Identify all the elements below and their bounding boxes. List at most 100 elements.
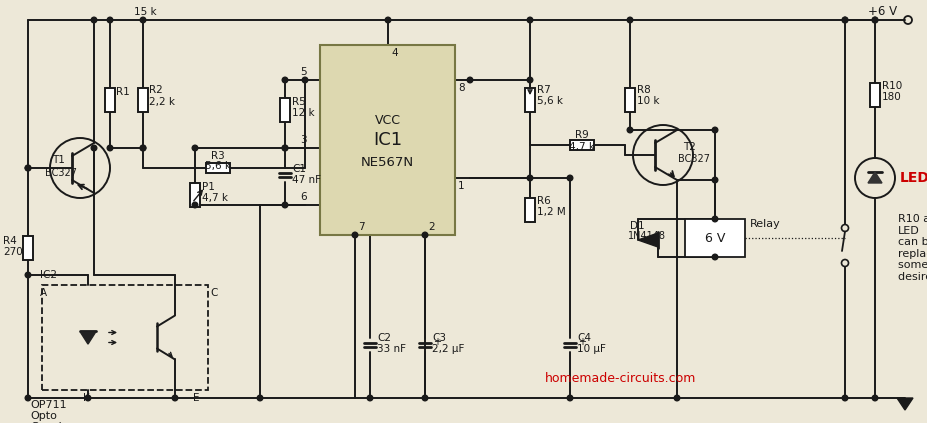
Bar <box>870 83 879 107</box>
Circle shape <box>566 395 572 401</box>
Circle shape <box>566 175 572 181</box>
Text: R7: R7 <box>537 85 550 95</box>
Text: R6: R6 <box>537 196 550 206</box>
Text: C2: C2 <box>376 333 390 343</box>
Text: homemade-circuits.com: homemade-circuits.com <box>544 371 695 385</box>
Bar <box>138 88 147 112</box>
Text: 4,7 k: 4,7 k <box>202 193 228 203</box>
Text: 3: 3 <box>300 135 307 145</box>
Text: 4,7 k: 4,7 k <box>568 142 594 152</box>
Text: C1: C1 <box>292 164 306 174</box>
Text: BC327: BC327 <box>678 154 709 164</box>
Text: A: A <box>40 288 47 298</box>
Circle shape <box>25 395 31 401</box>
Circle shape <box>627 127 632 133</box>
Circle shape <box>711 254 717 260</box>
Text: 270: 270 <box>3 247 23 257</box>
Text: 5: 5 <box>300 67 307 77</box>
Text: R8: R8 <box>636 85 650 95</box>
Text: 5,6 k: 5,6 k <box>205 161 231 171</box>
Text: BC327: BC327 <box>44 168 77 178</box>
Bar <box>280 98 289 122</box>
Circle shape <box>527 77 532 83</box>
Bar <box>525 198 535 222</box>
Bar <box>320 45 454 235</box>
Circle shape <box>422 232 427 238</box>
Circle shape <box>674 395 679 401</box>
Polygon shape <box>867 172 881 183</box>
Text: 1,2 M: 1,2 M <box>537 207 565 217</box>
Text: 15 k: 15 k <box>133 7 156 17</box>
Text: 2: 2 <box>427 222 434 232</box>
Circle shape <box>192 145 197 151</box>
Circle shape <box>257 395 262 401</box>
Text: C3: C3 <box>432 333 446 343</box>
Text: 4: 4 <box>390 48 397 58</box>
Circle shape <box>352 232 358 238</box>
Text: 10 μF: 10 μF <box>577 344 605 354</box>
Circle shape <box>711 127 717 133</box>
Text: R1: R1 <box>116 87 130 97</box>
Circle shape <box>192 202 197 208</box>
Text: 5,6 k: 5,6 k <box>537 96 563 106</box>
Circle shape <box>711 177 717 183</box>
Circle shape <box>25 165 31 171</box>
Text: R5: R5 <box>292 97 305 107</box>
Bar <box>569 140 593 150</box>
Text: D1: D1 <box>629 221 644 231</box>
Bar <box>42 285 208 390</box>
Circle shape <box>842 17 847 23</box>
Circle shape <box>25 165 31 171</box>
Bar <box>190 183 200 207</box>
Circle shape <box>140 145 146 151</box>
Text: +6 V: +6 V <box>867 5 896 17</box>
Circle shape <box>367 395 373 401</box>
Text: Coupler: Coupler <box>30 422 73 423</box>
Text: 2,2 μF: 2,2 μF <box>432 344 464 354</box>
Circle shape <box>422 395 427 401</box>
Circle shape <box>282 202 287 208</box>
Text: C: C <box>210 288 217 298</box>
Text: 8: 8 <box>458 83 464 93</box>
Text: R9: R9 <box>575 130 589 140</box>
Text: 10 k: 10 k <box>636 96 659 106</box>
Circle shape <box>871 395 877 401</box>
Bar <box>23 236 33 260</box>
Circle shape <box>91 17 96 23</box>
Text: C4: C4 <box>577 333 590 343</box>
Circle shape <box>140 145 146 151</box>
Text: R2: R2 <box>149 85 162 95</box>
Text: 33 nF: 33 nF <box>376 344 406 354</box>
Circle shape <box>466 77 472 83</box>
Circle shape <box>842 17 847 23</box>
Text: VCC: VCC <box>375 113 400 126</box>
Circle shape <box>385 17 390 23</box>
Circle shape <box>302 77 308 83</box>
Circle shape <box>25 272 31 278</box>
Text: IC2: IC2 <box>40 270 57 280</box>
Polygon shape <box>896 398 912 410</box>
Circle shape <box>140 17 146 23</box>
Text: +: + <box>578 337 585 347</box>
Text: P1: P1 <box>202 182 215 192</box>
Text: T2: T2 <box>682 142 695 152</box>
Circle shape <box>871 17 877 23</box>
Bar <box>684 219 744 257</box>
Polygon shape <box>81 332 95 344</box>
Text: 47 nF: 47 nF <box>292 175 321 185</box>
Circle shape <box>282 145 287 151</box>
Circle shape <box>527 17 532 23</box>
Circle shape <box>282 77 287 83</box>
Text: +: + <box>433 337 440 347</box>
Circle shape <box>711 216 717 222</box>
Text: 6: 6 <box>300 192 307 202</box>
Text: IC1: IC1 <box>373 131 401 149</box>
Text: Opto: Opto <box>30 411 57 421</box>
Text: T1: T1 <box>52 155 65 165</box>
Bar <box>206 163 230 173</box>
Bar <box>105 88 115 112</box>
Text: 7: 7 <box>358 222 364 232</box>
Circle shape <box>172 395 178 401</box>
Text: LED: LED <box>899 171 927 185</box>
Text: R10 and the
LED
can be
replaced with
some other
desired LOAD: R10 and the LED can be replaced with som… <box>897 214 927 282</box>
